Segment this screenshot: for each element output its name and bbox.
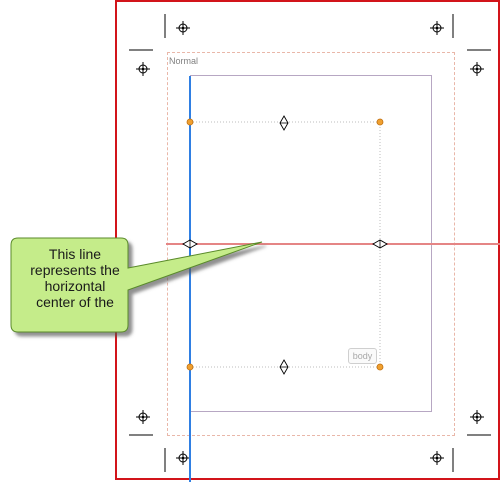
horizontal-center-line[interactable] — [166, 243, 500, 245]
left-resize-handle-icon[interactable] — [182, 239, 198, 249]
corner-handle-icon[interactable] — [186, 363, 194, 371]
registration-mark-icon — [430, 451, 444, 465]
callout-line: This line — [48, 246, 102, 262]
corner-handle-icon[interactable] — [376, 363, 384, 371]
crop-and-registration-marks — [129, 14, 491, 472]
registration-mark-icon — [470, 62, 484, 76]
registration-mark-icon — [176, 21, 190, 35]
bottom-resize-handle-icon[interactable] — [279, 359, 289, 375]
top-resize-handle-icon[interactable] — [279, 115, 289, 131]
vertical-guide-line[interactable] — [189, 76, 191, 482]
crop-marks — [129, 14, 491, 472]
body-frame-tag: body — [348, 348, 377, 364]
page-canvas: Normal body — [115, 0, 500, 482]
callout-text: This line represents the horizontal cent… — [20, 246, 130, 310]
corner-handle-icon[interactable] — [376, 118, 384, 126]
registration-mark-icon — [430, 21, 444, 35]
callout-line: represents the — [30, 262, 120, 278]
callout-line: center of the — [36, 294, 114, 310]
registration-mark-icon — [136, 62, 150, 76]
right-resize-handle-icon[interactable] — [372, 239, 388, 249]
registration-mark-icon — [470, 410, 484, 424]
registration-mark-icon — [136, 410, 150, 424]
frame-label: Normal — [169, 56, 199, 66]
corner-handle-icon[interactable] — [186, 118, 194, 126]
registration-mark-icon — [176, 451, 190, 465]
callout-line: horizontal — [44, 278, 106, 294]
